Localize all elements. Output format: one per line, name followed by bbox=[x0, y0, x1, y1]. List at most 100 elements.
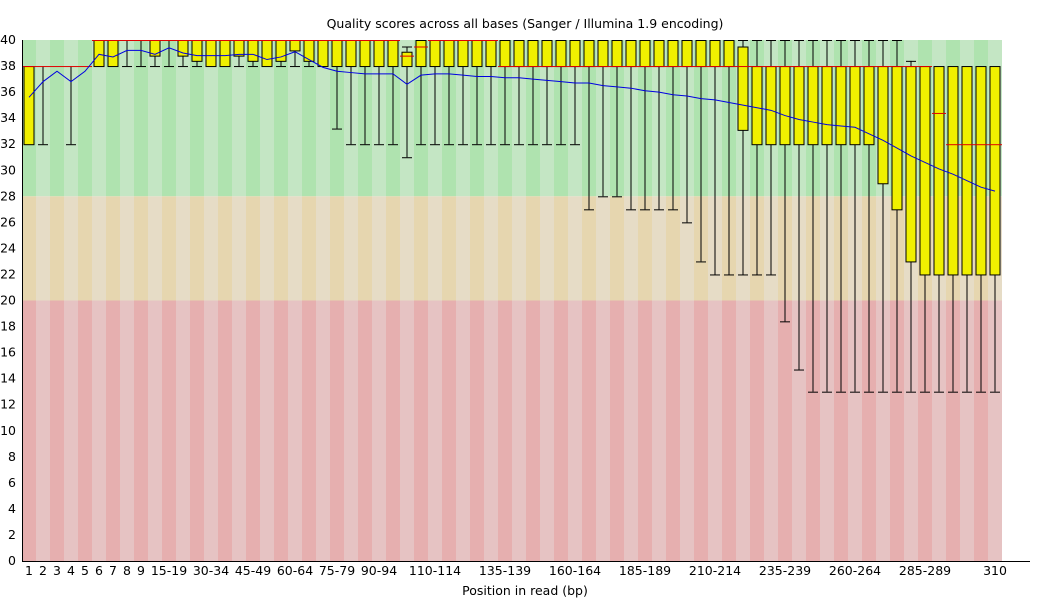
iqr-box bbox=[723, 40, 735, 68]
zone-reasonable-band bbox=[246, 196, 260, 301]
box-285-289 bbox=[918, 66, 932, 393]
zone-good-band bbox=[218, 40, 232, 197]
box-160-164 bbox=[568, 40, 582, 146]
zone-good-band bbox=[134, 40, 148, 197]
box-115-119 bbox=[442, 40, 456, 146]
x-tick-label: 135-139 bbox=[479, 563, 531, 578]
zone-poor-band bbox=[988, 300, 1002, 561]
box-175-179 bbox=[610, 40, 624, 198]
mean-line bbox=[28, 47, 996, 192]
box-125-129 bbox=[470, 40, 484, 146]
box-135-139 bbox=[498, 40, 512, 146]
zone-poor-band bbox=[36, 300, 50, 561]
zone-poor-band bbox=[848, 300, 862, 561]
zone-poor-band bbox=[820, 300, 834, 561]
iqr-box bbox=[331, 40, 343, 68]
zone-poor-band bbox=[330, 300, 344, 561]
zone-poor-band bbox=[764, 300, 778, 561]
zone-good-band bbox=[232, 40, 246, 197]
zone-poor-band bbox=[512, 300, 526, 561]
box-250-254 bbox=[820, 40, 834, 393]
iqr-box bbox=[93, 40, 105, 68]
iqr-box bbox=[583, 40, 595, 68]
zone-reasonable-band bbox=[624, 196, 638, 301]
y-tick-label: 8 bbox=[8, 449, 16, 464]
box-235-239 bbox=[778, 40, 792, 323]
box-25-29 bbox=[190, 40, 204, 68]
iqr-box bbox=[233, 40, 245, 57]
box-95-99 bbox=[386, 40, 400, 146]
box-30-34 bbox=[204, 40, 218, 68]
iqr-box bbox=[387, 40, 399, 68]
zone-poor-band bbox=[806, 300, 820, 561]
x-tick-label: 260-264 bbox=[829, 563, 881, 578]
zone-reasonable-band bbox=[526, 196, 540, 301]
zone-reasonable-band bbox=[428, 196, 442, 301]
zone-poor-band bbox=[708, 300, 722, 561]
box-305-309 bbox=[974, 66, 988, 393]
y-tick-label: 4 bbox=[8, 501, 16, 516]
box-45-49 bbox=[246, 40, 260, 68]
y-tick-label: 38 bbox=[0, 58, 16, 73]
zone-poor-band bbox=[106, 300, 120, 561]
y-tick-label: 20 bbox=[0, 293, 16, 308]
iqr-box bbox=[989, 66, 1001, 276]
iqr-box bbox=[625, 40, 637, 68]
y-tick-label: 40 bbox=[0, 32, 16, 47]
iqr-box bbox=[569, 40, 581, 68]
zone-reasonable-band bbox=[470, 196, 484, 301]
zone-reasonable-band bbox=[330, 196, 344, 301]
iqr-box bbox=[499, 40, 511, 68]
iqr-box bbox=[359, 40, 371, 68]
zone-reasonable-band bbox=[204, 196, 218, 301]
iqr-box bbox=[597, 40, 609, 68]
zone-reasonable-band bbox=[162, 196, 176, 301]
zone-poor-band bbox=[890, 300, 904, 561]
box-255-259 bbox=[834, 40, 848, 393]
zone-poor-band bbox=[232, 300, 246, 561]
box-7 bbox=[106, 40, 120, 68]
box-150-154 bbox=[540, 40, 554, 146]
box-8 bbox=[120, 40, 134, 68]
box-220-224 bbox=[736, 40, 750, 276]
iqr-box bbox=[611, 40, 623, 68]
box-225-229 bbox=[750, 40, 764, 276]
zone-good-band bbox=[148, 40, 162, 197]
box-185-189 bbox=[638, 40, 652, 211]
box-245-249 bbox=[806, 40, 820, 393]
y-tick-label: 14 bbox=[0, 371, 16, 386]
zone-good-band bbox=[162, 40, 176, 197]
iqr-box bbox=[345, 40, 357, 68]
iqr-box bbox=[541, 40, 553, 68]
zone-good-band bbox=[106, 40, 120, 197]
zone-good-band bbox=[288, 40, 302, 197]
zone-good-band bbox=[190, 40, 204, 197]
zone-reasonable-band bbox=[596, 196, 610, 301]
iqr-box bbox=[429, 40, 441, 68]
zone-reasonable-band bbox=[344, 196, 358, 301]
zone-good-band bbox=[92, 40, 106, 197]
box-100-104 bbox=[400, 46, 414, 159]
x-tick-label: 235-239 bbox=[759, 563, 811, 578]
box-190-194 bbox=[652, 40, 666, 211]
zone-poor-band bbox=[414, 300, 428, 561]
zone-poor-band bbox=[358, 300, 372, 561]
box-6 bbox=[92, 40, 106, 68]
zone-reasonable-band bbox=[540, 196, 554, 301]
box-275-279 bbox=[890, 40, 904, 393]
y-tick-label: 22 bbox=[0, 266, 16, 281]
box-75-79 bbox=[330, 40, 344, 130]
y-tick-label: 18 bbox=[0, 319, 16, 334]
iqr-box bbox=[849, 66, 861, 146]
box-270-274 bbox=[876, 40, 890, 393]
x-tick-label: 1 bbox=[25, 563, 33, 578]
iqr-box bbox=[695, 40, 707, 68]
zone-poor-band bbox=[316, 300, 330, 561]
y-tick-label: 34 bbox=[0, 110, 16, 125]
zone-reasonable-band bbox=[316, 196, 330, 301]
zone-reasonable-band bbox=[92, 196, 106, 301]
x-tick-label: 60-64 bbox=[277, 563, 313, 578]
x-tick-label: 185-189 bbox=[619, 563, 671, 578]
zone-reasonable-band bbox=[372, 196, 386, 301]
iqr-box bbox=[527, 40, 539, 68]
